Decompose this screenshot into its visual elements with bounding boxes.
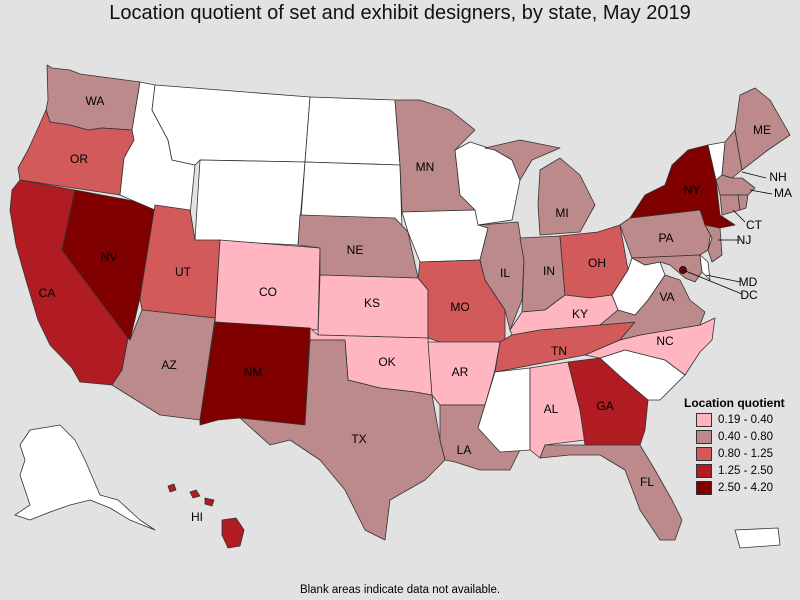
state-label-FL: FL	[640, 475, 654, 489]
state-label-UT: UT	[175, 265, 192, 279]
state-label-NY: NY	[684, 183, 701, 197]
state-label-OR: OR	[70, 152, 88, 166]
state-AK[interactable]	[14, 424, 156, 531]
legend-swatch	[696, 412, 712, 427]
legend-swatch	[696, 463, 712, 478]
state-label-PA: PA	[658, 231, 673, 245]
state-label-CO: CO	[259, 285, 277, 299]
legend-label: 2.50 - 4.20	[718, 481, 773, 494]
legend-item: 1.25 - 2.50	[684, 463, 796, 478]
state-WI[interactable]	[454, 141, 521, 226]
legend-item: 0.19 - 0.40	[684, 412, 796, 427]
state-label-NJ: NJ	[737, 233, 752, 247]
state-NM[interactable]	[199, 321, 311, 426]
state-WV[interactable]	[611, 257, 666, 316]
state-label-CA: CA	[39, 286, 56, 300]
state-label-NC: NC	[656, 334, 674, 348]
state-ND[interactable]	[304, 96, 401, 166]
state-label-CT: CT	[746, 218, 763, 232]
state-CT[interactable]	[719, 194, 741, 216]
state-label-MI: MI	[555, 206, 568, 220]
state-HI[interactable]	[167, 483, 245, 549]
state-label-AL: AL	[544, 402, 559, 416]
state-label-MD: MD	[739, 275, 758, 289]
legend: Location quotient 0.19 - 0.40 0.40 - 0.8…	[684, 396, 796, 495]
state-label-DC: DC	[740, 288, 758, 302]
legend-item: 2.50 - 4.20	[684, 480, 796, 495]
state-AZ[interactable]	[111, 309, 216, 421]
state-MI[interactable]	[484, 139, 596, 236]
state-label-KS: KS	[364, 296, 380, 310]
state-TX[interactable]	[239, 339, 446, 541]
state-label-HI: HI	[191, 510, 203, 524]
state-label-AR: AR	[452, 365, 469, 379]
state-IA[interactable]	[401, 209, 489, 263]
label-leader-lines	[682, 171, 773, 295]
state-label-GA: GA	[596, 399, 613, 413]
legend-label: 0.40 - 0.80	[718, 430, 773, 443]
state-label-KY: KY	[572, 307, 588, 321]
state-label-MA: MA	[774, 186, 792, 200]
legend-item: 0.80 - 1.25	[684, 446, 796, 461]
legend-item: 0.40 - 0.80	[684, 429, 796, 444]
state-label-VA: VA	[659, 290, 674, 304]
state-label-NE: NE	[347, 243, 364, 257]
state-label-WA: WA	[86, 94, 105, 108]
legend-label: 1.25 - 2.50	[718, 464, 773, 477]
state-label-NM: NM	[244, 365, 263, 379]
state-label-AZ: AZ	[161, 358, 176, 372]
state-label-MN: MN	[416, 160, 435, 174]
state-WY[interactable]	[194, 159, 306, 246]
legend-swatch	[696, 480, 712, 495]
state-label-IL: IL	[500, 266, 510, 280]
legend-label: 0.19 - 0.40	[718, 413, 773, 426]
state-ME[interactable]	[734, 87, 791, 171]
state-label-TN: TN	[551, 344, 567, 358]
map-title: Location quotient of set and exhibit des…	[109, 2, 691, 24]
state-label-OK: OK	[378, 355, 395, 369]
state-label-OH: OH	[588, 256, 606, 270]
footnote: Blank areas indicate data not available.	[299, 584, 501, 596]
state-label-NV: NV	[101, 250, 118, 264]
state-FL[interactable]	[539, 444, 683, 541]
state-label-NH: NH	[769, 170, 786, 184]
state-PR[interactable]	[734, 527, 781, 549]
legend-swatch	[696, 429, 712, 444]
legend-label: 0.80 - 1.25	[718, 447, 773, 460]
state-label-IN: IN	[543, 264, 555, 278]
state-label-LA: LA	[457, 443, 472, 457]
state-label-TX: TX	[351, 432, 366, 446]
state-DE[interactable]	[699, 254, 711, 281]
legend-swatch	[696, 446, 712, 461]
state-RI[interactable]	[737, 194, 749, 211]
legend-title: Location quotient	[684, 396, 785, 410]
state-label-MO: MO	[450, 300, 469, 314]
state-MT[interactable]	[151, 84, 311, 166]
state-MA[interactable]	[715, 174, 756, 196]
state-label-ME: ME	[753, 123, 771, 137]
